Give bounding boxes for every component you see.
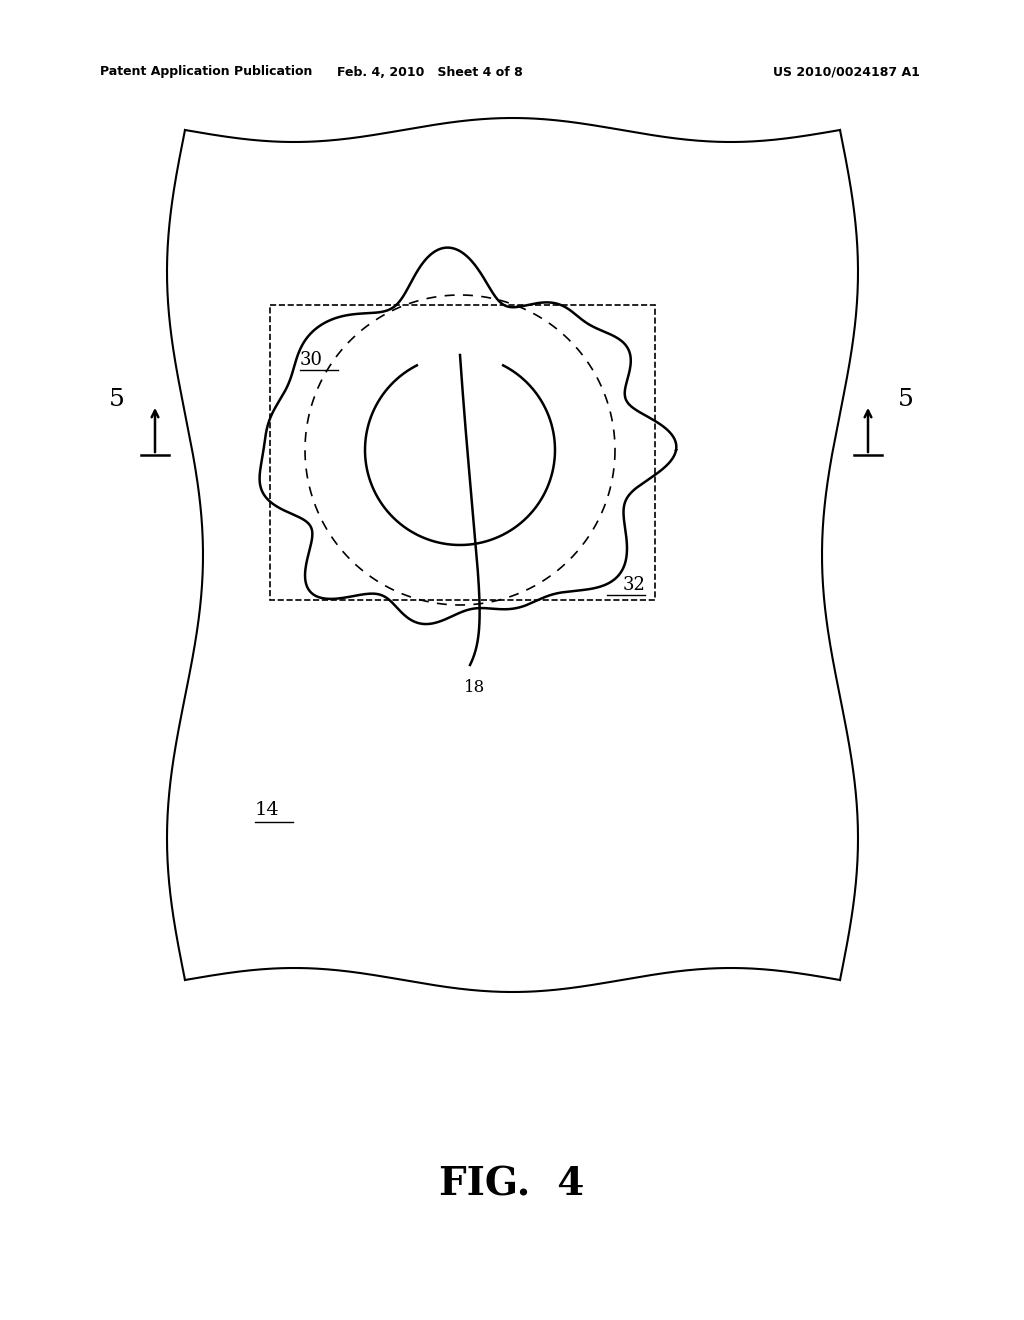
Text: Feb. 4, 2010   Sheet 4 of 8: Feb. 4, 2010 Sheet 4 of 8 bbox=[337, 66, 523, 78]
Text: Patent Application Publication: Patent Application Publication bbox=[100, 66, 312, 78]
Text: 5: 5 bbox=[898, 388, 914, 412]
Text: US 2010/0024187 A1: US 2010/0024187 A1 bbox=[773, 66, 920, 78]
Text: 32: 32 bbox=[623, 576, 645, 594]
Text: FIG.  4: FIG. 4 bbox=[439, 1166, 585, 1204]
Bar bbox=[270, 305, 655, 601]
Text: 5: 5 bbox=[110, 388, 125, 412]
Text: 14: 14 bbox=[255, 801, 280, 818]
Text: 18: 18 bbox=[464, 678, 485, 696]
Text: 30: 30 bbox=[300, 351, 323, 370]
